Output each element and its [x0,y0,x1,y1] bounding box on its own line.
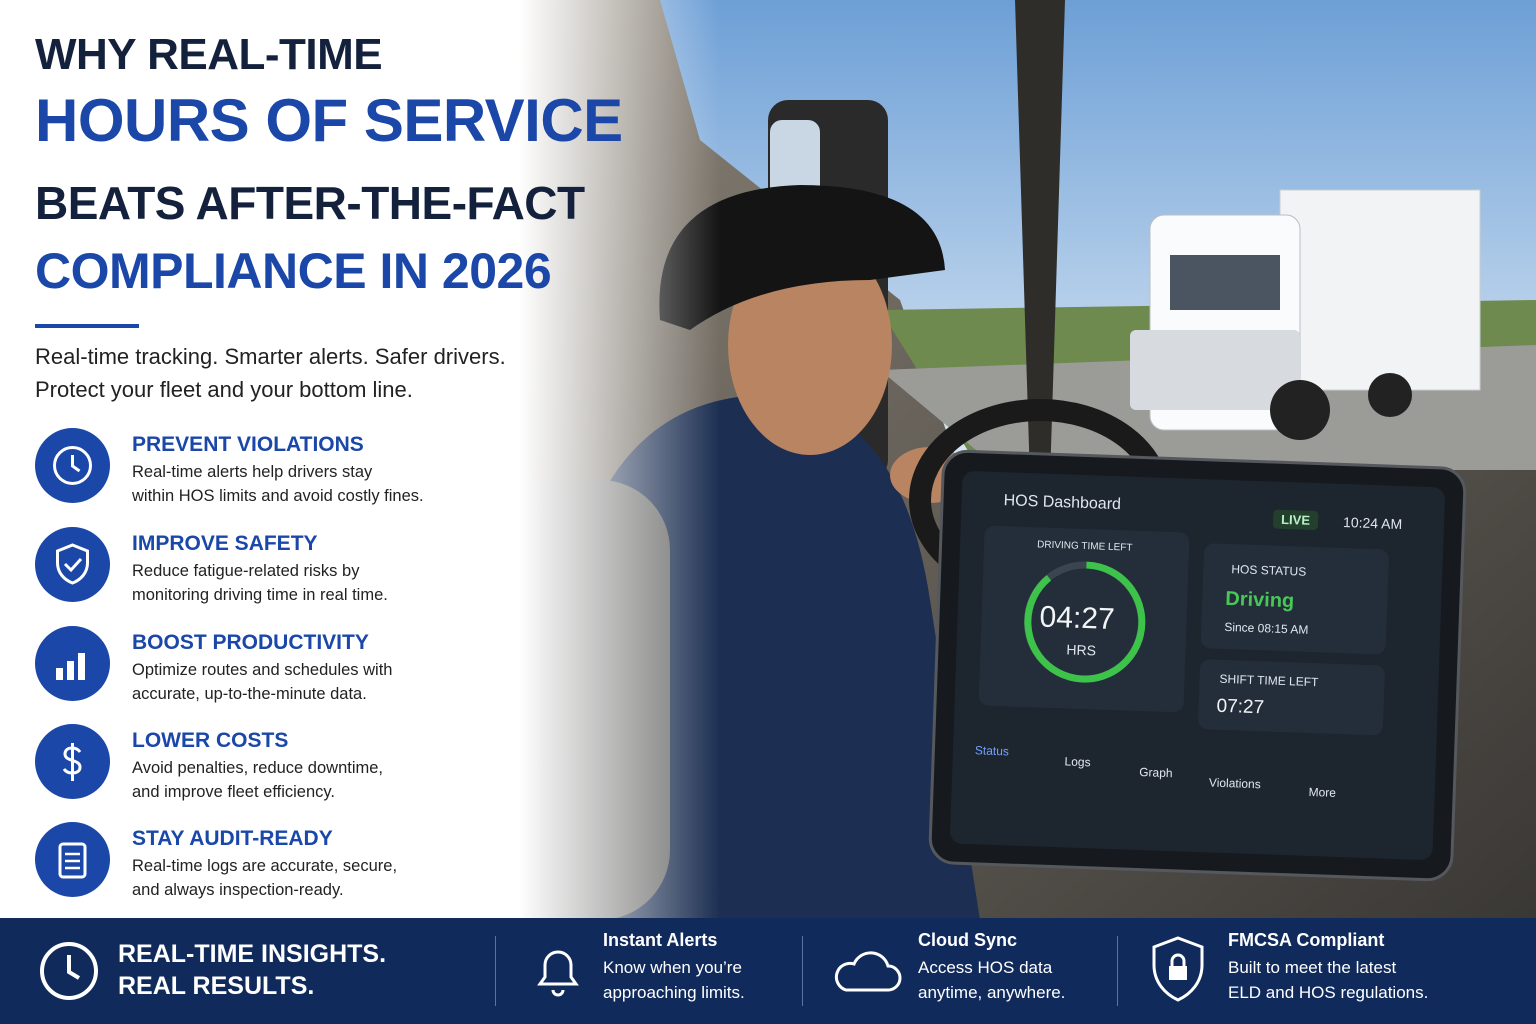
feature-text: and improve fleet efficiency. [132,783,335,801]
feature-text: monitoring driving time in real time. [132,586,388,604]
feature-title: IMPROVE SAFETY [132,532,318,555]
photo-scene [0,0,1536,920]
feature-text: and always inspection-ready. [132,881,344,899]
footer-title: Instant Alerts [603,930,718,950]
tagline: REAL RESULTS. [118,972,315,1000]
nav-item[interactable]: Violations [1208,775,1261,792]
feature-text: Optimize routes and schedules with [132,661,393,679]
feature-text: Real-time alerts help drivers stay [132,463,373,481]
gauge [1023,561,1146,683]
footer-icon [1152,936,1204,1002]
footer-bar: REAL-TIME INSIGHTS. REAL RESULTS. Instan… [0,918,1536,1024]
tagline: REAL-TIME INSIGHTS. [118,940,387,968]
footer-text: Access HOS data [918,958,1053,977]
feature-text: Reduce fatigue-related risks by [132,562,360,580]
title-line: BEATS AFTER-THE-FACT [35,177,585,229]
feature-icon [35,626,110,701]
feature-text: within HOS limits and avoid costly fines… [132,487,424,505]
tablet: HOS Dashboard LIVE 10:24 AM DRIVING TIME… [927,448,1468,883]
live-badge: LIVE [1272,509,1319,531]
window-pillar [1015,0,1065,480]
title-rule [35,324,139,328]
footer-text: anytime, anywhere. [918,983,1066,1002]
driving-value: 04:27 [1039,600,1116,637]
feature-title: STAY AUDIT-READY [132,827,333,850]
footer-text: Know when you’re [603,958,742,977]
feature-title: LOWER COSTS [132,729,289,752]
title-line: COMPLIANCE IN 2026 [35,243,552,299]
status-since: Since 08:15 AM [1224,619,1309,637]
title-line: WHY REAL-TIME [35,30,383,79]
footer-text: Built to meet the latest [1228,958,1397,977]
feature-icon [35,822,110,897]
nav-item[interactable]: Logs [1064,754,1091,770]
divider [1117,936,1118,1006]
footer-text: ELD and HOS regulations. [1228,983,1429,1002]
footer-text: approaching limits. [603,983,745,1002]
footer-title: Cloud Sync [918,930,1018,950]
card-label: HOS STATUS [1231,562,1307,579]
divider [802,936,803,1006]
subtitle-line: Real-time tracking. Smarter alerts. Safe… [35,344,506,369]
divider [495,936,496,1006]
feature-icon [35,428,110,503]
clock: 10:24 AM [1342,513,1403,533]
feature-icon [35,724,110,799]
footer-icon [834,951,902,992]
truck [1130,189,1481,440]
feature-text: Real-time logs are accurate, secure, [132,857,398,875]
subtitle-line: Protect your fleet and your bottom line. [35,377,413,402]
feature-title: PREVENT VIOLATIONS [132,433,364,456]
feature-text: accurate, up-to-the-minute data. [132,685,367,703]
title-line: HOURS OF SERVICE [35,87,623,154]
status-value: Driving [1224,587,1295,613]
feature-text: Avoid penalties, reduce downtime, [132,759,384,777]
footer-title: FMCSA Compliant [1228,930,1385,950]
feature-title: BOOST PRODUCTIVITY [132,631,369,654]
nav-item[interactable]: Graph [1139,765,1173,781]
nav-item[interactable]: Status [974,743,1010,759]
nav-item[interactable]: More [1308,784,1337,800]
footer-icon [40,942,98,1000]
feature-icon [35,527,110,602]
footer-icon [537,950,579,997]
driving-unit: HRS [1066,641,1097,659]
shift-value: 07:27 [1216,695,1265,719]
text-panel-fade [0,0,720,920]
